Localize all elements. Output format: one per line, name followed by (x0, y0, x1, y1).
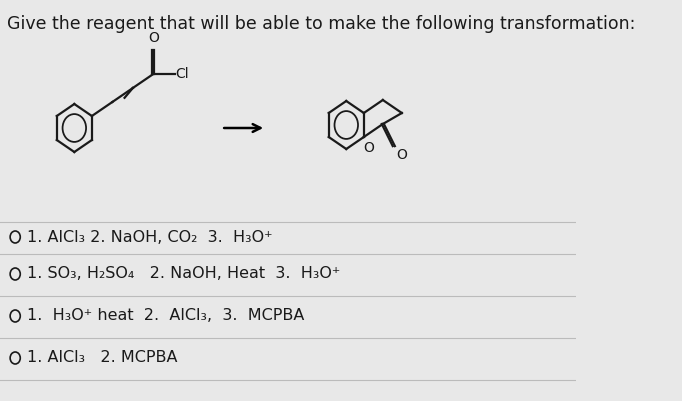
Text: Give the reagent that will be able to make the following transformation:: Give the reagent that will be able to ma… (7, 15, 635, 33)
Text: 1.  H₃O⁺ heat  2.  AlCl₃,  3.  MCPBA: 1. H₃O⁺ heat 2. AlCl₃, 3. MCPBA (27, 308, 304, 324)
Text: O: O (364, 140, 374, 154)
Text: Cl: Cl (175, 67, 189, 81)
Text: O: O (396, 148, 407, 162)
Text: 1. AlCl₃   2. MCPBA: 1. AlCl₃ 2. MCPBA (27, 350, 177, 365)
Text: 1. AlCl₃ 2. NaOH, CO₂  3.  H₃O⁺: 1. AlCl₃ 2. NaOH, CO₂ 3. H₃O⁺ (27, 229, 273, 245)
Text: 1. SO₃, H₂SO₄   2. NaOH, Heat  3.  H₃O⁺: 1. SO₃, H₂SO₄ 2. NaOH, Heat 3. H₃O⁺ (27, 267, 340, 282)
Text: O: O (148, 31, 159, 45)
